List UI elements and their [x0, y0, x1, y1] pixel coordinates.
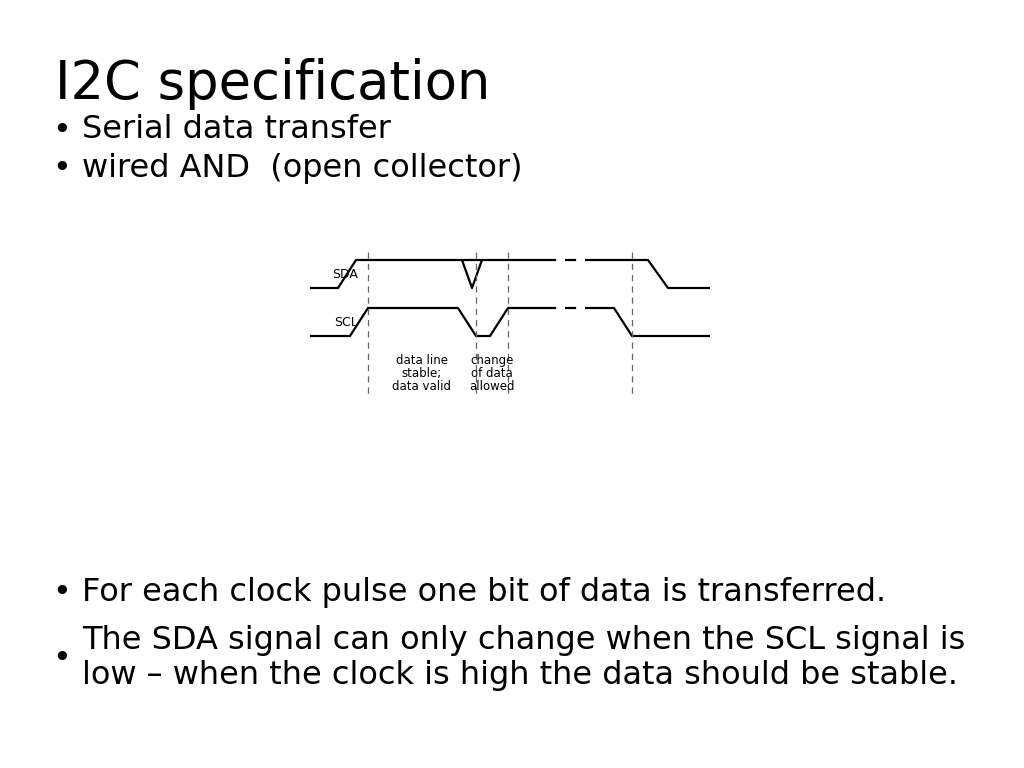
- Text: of data: of data: [471, 367, 513, 380]
- Text: For each clock pulse one bit of data is transferred.: For each clock pulse one bit of data is …: [82, 578, 886, 608]
- Text: wired AND  (open collector): wired AND (open collector): [82, 153, 522, 184]
- Text: •: •: [52, 114, 72, 145]
- Text: •: •: [52, 153, 72, 184]
- Text: •: •: [52, 578, 72, 608]
- Text: data valid: data valid: [392, 380, 452, 393]
- Text: allowed: allowed: [469, 380, 515, 393]
- Text: change: change: [470, 354, 514, 367]
- Text: The SDA signal can only change when the SCL signal is
low – when the clock is hi: The SDA signal can only change when the …: [82, 624, 966, 691]
- Text: stable;: stable;: [401, 367, 442, 380]
- Text: Serial data transfer: Serial data transfer: [82, 114, 391, 145]
- Text: I2C specification: I2C specification: [55, 58, 490, 110]
- Text: •: •: [52, 643, 72, 674]
- Text: SCL: SCL: [334, 316, 358, 329]
- Text: SDA: SDA: [332, 267, 358, 280]
- Text: data line: data line: [396, 354, 449, 367]
